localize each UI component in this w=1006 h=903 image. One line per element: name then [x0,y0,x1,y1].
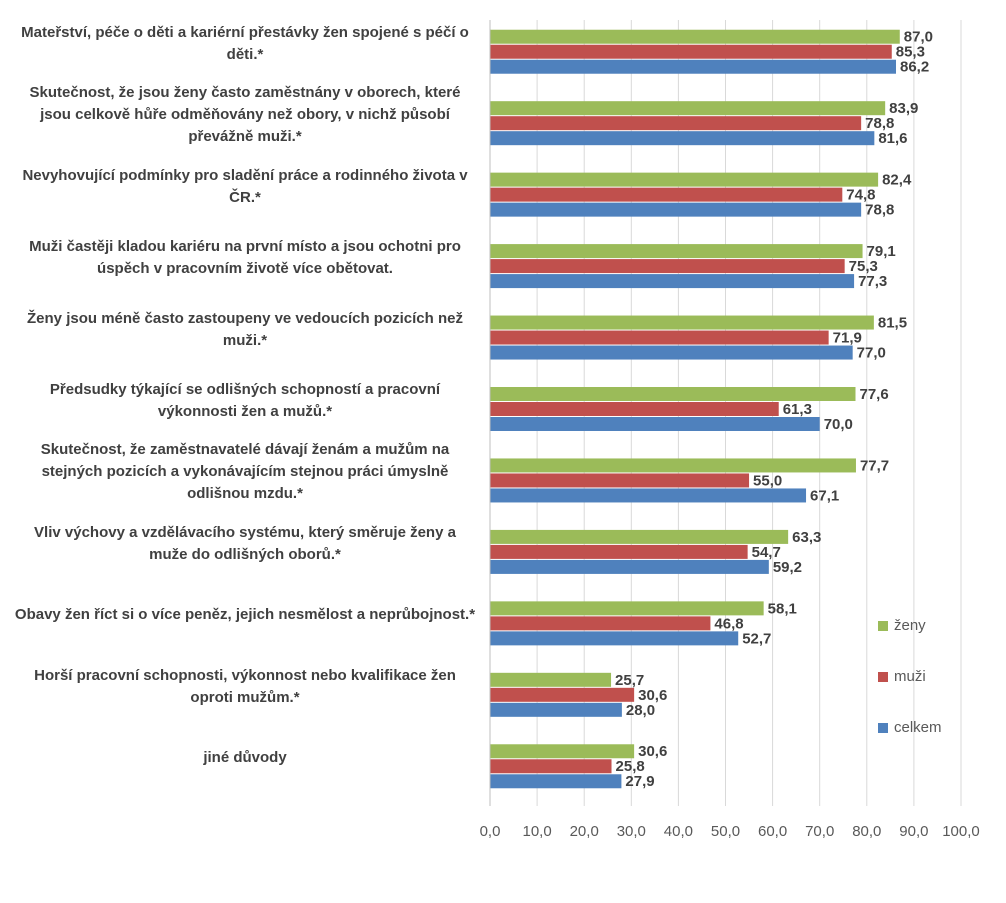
data-label: 67,1 [810,487,839,504]
category-label: Vliv výchovy a vzdělávacího systému, kte… [34,523,456,563]
bar [490,702,622,717]
x-tick-label: 100,0 [942,823,980,840]
data-label: 58,1 [768,600,797,617]
category-label: Horší pracovní schopnosti, výkonnost neb… [34,666,456,706]
data-label: 81,5 [878,315,907,332]
x-tick-label: 0,0 [480,823,501,840]
data-label: 83,9 [889,100,918,117]
category-label: Nevyhovující podmínky pro sladění práce … [22,166,468,206]
x-tick-label: 10,0 [522,823,551,840]
data-label: 27,9 [625,773,654,790]
bar [490,244,863,259]
bar [490,559,769,574]
bar [490,616,711,631]
legend-label: ženy [894,617,926,634]
data-label: 46,8 [714,615,743,632]
legend-swatch [878,672,888,682]
legend-swatch [878,621,888,631]
bar [490,687,635,702]
data-label: 54,7 [752,544,781,561]
data-label: 77,0 [857,345,886,362]
data-label: 25,8 [616,758,645,775]
x-tick-label: 20,0 [570,823,599,840]
bar [490,44,892,59]
data-label: 61,3 [783,401,812,418]
data-label: 77,7 [860,457,889,474]
bar [490,29,900,44]
bar [490,202,862,217]
data-label: 30,6 [638,743,667,760]
bar [490,402,779,416]
bar [490,330,829,345]
data-label: 52,7 [742,630,771,647]
bar [490,759,612,774]
data-label: 78,8 [865,115,894,132]
bar [490,315,874,330]
bar [490,774,622,789]
data-label: 81,6 [878,130,907,147]
data-label: 25,7 [615,672,644,689]
data-label: 82,4 [882,172,912,189]
data-label: 74,8 [846,187,875,204]
data-label: 71,9 [833,330,862,347]
legend-swatch [878,723,888,733]
category-label: Muži častěji kladou kariéru na první mís… [29,238,461,278]
category-label: Ženy jsou méně často zastoupeny ve vedou… [27,309,463,349]
category-label: Mateřství, péče o děti a kariérní přestá… [21,23,469,63]
bar [490,488,807,503]
legend-label: muži [894,668,926,685]
bar [490,131,875,146]
category-label: Předsudky týkající se odlišných schopnos… [49,381,441,420]
bar [490,458,856,473]
category-label: Skutečnost, že jsou ženy často zaměstnán… [29,84,461,146]
data-label: 85,3 [896,44,925,61]
x-tick-label: 70,0 [805,823,834,840]
bar [490,187,843,202]
bar [490,172,879,187]
bar [490,259,845,274]
data-label: 77,3 [858,273,887,290]
bar [490,601,764,616]
data-label: 70,0 [824,416,853,433]
bar [490,345,853,360]
bar [490,417,820,431]
category-label: Skutečnost, že zaměstnavatelé dávají žen… [40,441,450,503]
bar [490,544,748,559]
bar [490,631,739,646]
category-label: Obavy žen říct si o více peněz, jejich n… [14,606,476,624]
data-label: 63,3 [792,529,821,546]
x-tick-label: 40,0 [664,823,693,840]
legend-label: celkem [894,719,942,736]
data-label: 28,0 [626,702,655,719]
data-label: 78,8 [865,202,894,219]
bar [490,116,862,131]
bar [490,387,856,401]
data-label: 59,2 [773,559,802,576]
data-label: 86,2 [900,59,929,76]
bar [490,59,897,74]
data-label: 30,6 [638,687,667,704]
data-label: 79,1 [867,243,896,260]
x-tick-label: 80,0 [852,823,881,840]
data-label: 87,0 [904,29,933,46]
bar [490,274,855,289]
x-tick-label: 50,0 [711,823,740,840]
data-label: 55,0 [753,472,782,489]
x-tick-label: 60,0 [758,823,787,840]
x-tick-label: 30,0 [617,823,646,840]
data-label: 77,6 [859,386,888,403]
bar [490,473,750,488]
x-tick-label: 90,0 [899,823,928,840]
bar [490,672,612,687]
category-label: jiné důvody [203,749,287,767]
data-label: 75,3 [849,258,878,275]
bar [490,744,635,759]
bar [490,101,886,116]
bar [490,529,789,544]
